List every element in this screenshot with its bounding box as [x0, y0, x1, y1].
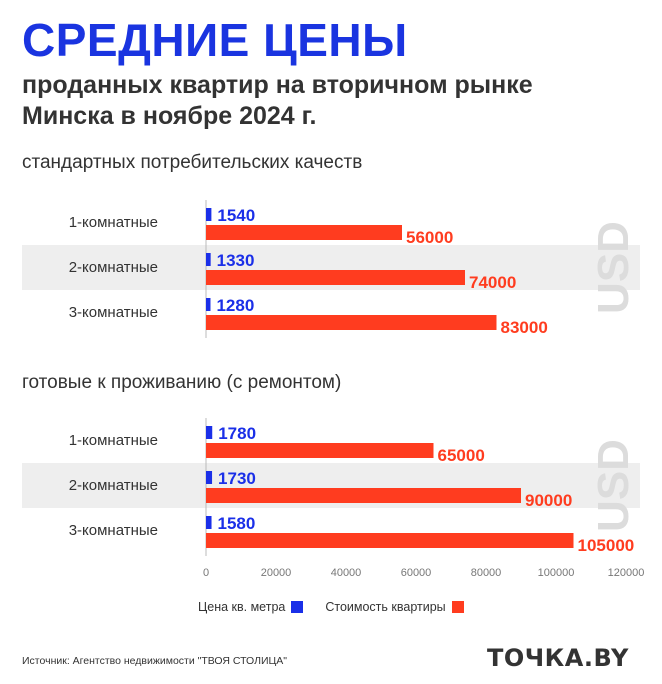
data-label-per-sqm: 1580	[218, 514, 256, 533]
bar-per-sqm	[206, 208, 212, 221]
category-label: 3-комнатные	[69, 304, 158, 321]
category-label: 1-комнатные	[69, 214, 158, 231]
bar-total	[206, 488, 521, 503]
subtitle-line-1: проданных квартир на вторичном рынке	[22, 71, 533, 99]
bar-per-sqm	[206, 426, 213, 439]
subtitle-line-2: Минска в ноябре 2024 г.	[22, 102, 317, 130]
data-label-per-sqm: 1330	[217, 251, 255, 270]
data-label-per-sqm: 1780	[218, 424, 256, 443]
data-label-total: 90000	[525, 491, 572, 510]
data-label-per-sqm: 1280	[216, 296, 254, 315]
data-label-total: 105000	[578, 536, 635, 555]
bar-total	[206, 270, 465, 285]
bar-total	[206, 225, 402, 240]
x-tick-label: 20000	[261, 567, 292, 579]
legend-total-swatch	[451, 601, 464, 613]
data-label-total: 83000	[501, 318, 548, 337]
category-label: 2-комнатные	[69, 477, 158, 494]
bar-per-sqm	[206, 471, 213, 484]
bar-per-sqm	[206, 516, 212, 529]
section-title-standard: стандартных потребительских качеств	[22, 152, 363, 173]
site-logo: ТОЧКА.BY	[487, 644, 629, 672]
data-label-total: 74000	[469, 273, 516, 292]
bar-per-sqm	[206, 298, 211, 311]
bar-chart: USD 1-комнатные 1540 56000 2-комнатные 1330 74…	[22, 200, 645, 579]
legend-per-sqm-swatch	[291, 601, 304, 613]
currency-watermark: USD	[589, 439, 638, 532]
bar-total	[206, 315, 497, 330]
category-label: 2-комнатные	[69, 259, 158, 276]
legend-total-label: Стоимость квартиры	[325, 600, 446, 614]
legend: Цена кв. метра Стоимость квартиры	[198, 600, 486, 614]
x-tick-label: 40000	[331, 567, 362, 579]
x-tick-label: 80000	[471, 567, 502, 579]
bar-per-sqm	[206, 253, 211, 266]
legend-per-sqm-label: Цена кв. метра	[198, 600, 286, 614]
category-label: 3-комнатные	[69, 522, 158, 539]
data-label-per-sqm: 1540	[217, 206, 255, 225]
data-label-total: 65000	[438, 446, 485, 465]
currency-watermark: USD	[589, 221, 638, 314]
chart-title: СРЕДНИЕ ЦЕНЫ	[22, 14, 408, 66]
x-tick-label: 100000	[538, 567, 575, 579]
section-title-renovated: готовые к проживанию (с ремонтом)	[22, 372, 342, 393]
x-tick-label: 0	[203, 567, 209, 579]
data-label-per-sqm: 1730	[218, 469, 256, 488]
bar-total	[206, 533, 574, 548]
x-tick-label: 60000	[401, 567, 432, 579]
bar-total	[206, 443, 434, 458]
x-tick-label: 120000	[608, 567, 645, 579]
source-note: Источник: Агентство недвижимости "ТВОЯ С…	[22, 655, 288, 667]
data-label-total: 56000	[406, 228, 453, 247]
chart-subtitle: проданных квартир на вторичном рынке Мин…	[22, 70, 642, 132]
category-label: 1-комнатные	[69, 432, 158, 449]
